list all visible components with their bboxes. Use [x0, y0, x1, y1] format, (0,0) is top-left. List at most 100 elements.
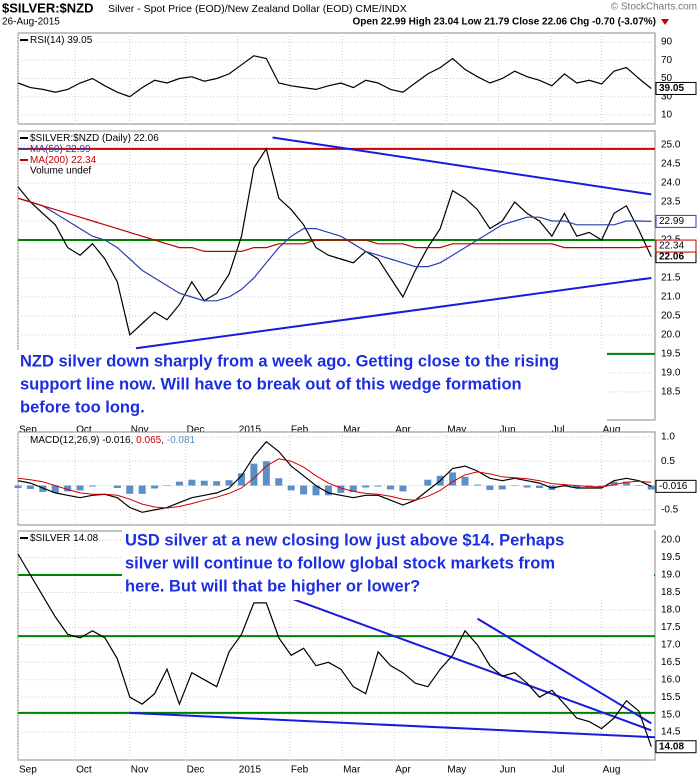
histogram-bar: [647, 485, 655, 490]
x-tick-label: Feb: [291, 765, 309, 776]
value-tag: [655, 479, 697, 493]
y-tick-label: 50: [661, 73, 673, 84]
x-tick-label: Oct: [76, 425, 92, 436]
date: 26-Aug-2015: [2, 17, 60, 28]
x-tick-label: Apr: [395, 425, 411, 436]
legend-name: MACD(12,26,9): [30, 435, 99, 446]
value-tag-label: 22.06: [659, 251, 684, 262]
histogram-bar: [498, 485, 506, 490]
value-tag-label: 22.99: [659, 216, 684, 227]
x-tick-label: Apr: [395, 765, 411, 776]
series-line: [17, 553, 652, 747]
x-tick-label: Sep: [19, 425, 37, 436]
annotation: NZD silver down sharply from a week ago.…: [20, 352, 559, 370]
legend-value: 39.05: [67, 35, 92, 46]
histogram-bar: [349, 485, 357, 492]
histogram-bar: [523, 485, 531, 488]
quote-stats: Open 22.99 High 23.04 Low 21.79 Close 22…: [353, 17, 656, 28]
y-tick-label: 18.5: [661, 587, 681, 598]
legend: MA(200) 22.34: [30, 155, 97, 166]
y-tick-label: 19.5: [661, 552, 681, 563]
value-tag: [655, 740, 697, 754]
histogram-bar: [262, 461, 270, 486]
histogram-bar: [76, 485, 84, 491]
histogram-bar: [213, 481, 221, 486]
histogram-bar: [275, 478, 283, 486]
x-tick-label: Dec: [187, 425, 205, 436]
y-tick-label: 19.5: [661, 349, 681, 360]
legend-note: Volume undef: [30, 166, 91, 177]
series-line: [17, 197, 652, 302]
legend-value: 22.99: [66, 144, 91, 155]
histogram-bar: [39, 485, 47, 492]
histogram-bar: [486, 485, 494, 490]
y-tick-label: 0.5: [661, 456, 675, 467]
value-tag-label: 22.34: [659, 241, 684, 252]
histogram-bar: [622, 481, 630, 486]
legend-name: RSI(14): [30, 35, 64, 46]
x-tick-label: 2015: [239, 425, 262, 436]
y-tick-label: 30: [661, 91, 673, 102]
histogram-bar: [362, 485, 370, 488]
series-line: [17, 55, 652, 98]
y-tick-label: 23.5: [661, 197, 681, 208]
histogram-bar: [610, 481, 618, 486]
legend-name: $SILVER: [30, 533, 70, 544]
histogram-bar: [424, 479, 432, 486]
histogram-bar: [598, 485, 606, 487]
y-tick-label: 17.0: [661, 639, 681, 650]
histogram-bar: [287, 485, 295, 491]
histogram-bar: [151, 485, 159, 489]
histogram-bar: [26, 485, 34, 489]
annotation: silver will continue to follow global st…: [125, 554, 555, 572]
credit: © StockCharts.com: [611, 2, 697, 13]
y-tick-label: 25.0: [661, 140, 681, 151]
legend: RSI(14) 39.05: [30, 35, 93, 46]
y-tick-label: 15.0: [661, 709, 681, 720]
histogram-bar: [300, 485, 308, 495]
annotation: here. But will that be higher or lower?: [125, 577, 420, 595]
legend: MACD(12,26,9) -0.016, 0.065, -0.081: [30, 435, 196, 446]
x-tick-label: Mar: [343, 425, 361, 436]
y-tick-label: 19.0: [661, 570, 681, 581]
x-tick-label: Aug: [603, 425, 621, 436]
trend-line: [269, 589, 652, 732]
symbol: $SILVER:$NZD: [2, 0, 94, 15]
histogram-bar: [387, 485, 395, 490]
value-tag-label: -0.016: [659, 481, 688, 492]
down-arrow: [661, 19, 669, 25]
legend-name: $SILVER:$NZD (Daily): [30, 133, 131, 144]
y-tick-label: 18.0: [661, 605, 681, 616]
annotation-bg: [17, 350, 607, 421]
histogram-bar: [312, 485, 320, 496]
x-tick-label: Nov: [131, 425, 149, 436]
y-tick-label: 15.5: [661, 692, 681, 703]
trend-line: [272, 136, 652, 196]
value-tag-label: 39.05: [659, 83, 684, 94]
x-tick-label: Jul: [552, 765, 565, 776]
histogram-bar: [536, 485, 544, 488]
legend: $SILVER:$NZD (Daily) 22.06: [30, 133, 159, 144]
legend-value: -0.016: [102, 435, 131, 446]
legend-sep: ,: [131, 435, 137, 446]
legend-name: MA(50): [30, 144, 63, 155]
histogram-bar: [449, 472, 457, 486]
histogram-bar: [374, 485, 382, 487]
y-tick-label: 21.0: [661, 292, 681, 303]
x-tick-label: Jul: [552, 425, 565, 436]
value-tag-label: 14.08: [659, 741, 684, 752]
value-tag: [655, 81, 697, 95]
trend-line: [135, 276, 652, 350]
histogram-bar: [175, 481, 183, 486]
y-tick-label: 17.5: [661, 622, 681, 633]
y-tick-label: 20.0: [661, 330, 681, 341]
y-tick-label: 10: [661, 110, 673, 121]
series-line: [17, 440, 652, 513]
legend-sep: ,: [161, 435, 167, 446]
y-tick-label: -0.5: [661, 505, 679, 516]
y-tick-label: 19.0: [661, 368, 681, 379]
legend-value: 22.06: [134, 133, 159, 144]
histogram-bar: [225, 480, 233, 486]
value-tag: [655, 214, 697, 228]
annotation: before too long.: [20, 398, 145, 416]
